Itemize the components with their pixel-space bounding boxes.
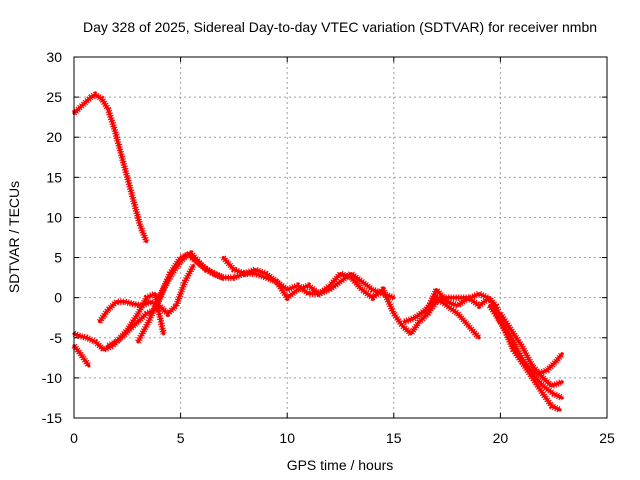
y-tick-label: -5 [50, 330, 63, 346]
chart-title: Day 328 of 2025, Sidereal Day-to-day VTE… [83, 19, 597, 35]
y-tick-label: 20 [46, 129, 62, 145]
y-axis-label: SDTVAR / TECUs [6, 181, 22, 293]
grid-layer [74, 57, 607, 418]
series-trace-f [136, 251, 204, 344]
y-tick-label: 0 [54, 290, 62, 306]
y-tick-label: 25 [46, 89, 62, 105]
series-trace-k [488, 304, 562, 412]
series-trace-l [498, 312, 564, 388]
series-trace-h [221, 256, 396, 300]
series-trace-i [402, 296, 481, 340]
series-trace-a [72, 93, 149, 244]
y-tick-label: 15 [46, 169, 62, 185]
series-layer [71, 91, 565, 413]
series-trace-j [424, 288, 564, 400]
x-tick-label: 5 [177, 430, 185, 446]
y-tick-label: 10 [46, 209, 62, 225]
x-tick-label: 10 [279, 430, 295, 446]
series-trace-g [189, 256, 564, 376]
y-tick-label: -15 [42, 410, 62, 426]
plot-frame [73, 56, 608, 419]
y-tick-label: 30 [46, 49, 62, 65]
y-tick-label: 5 [54, 250, 62, 266]
x-tick-label: 25 [599, 430, 615, 446]
x-tick-label: 15 [386, 430, 402, 446]
x-tick-label: 20 [493, 430, 509, 446]
tick-layer: 0 5 10 15 20 25 -15 -10 -5 0 5 10 15 20 25 30 [42, 49, 615, 446]
series-trace-c [72, 344, 91, 368]
x-tick-label: 0 [70, 430, 78, 446]
series-trace-e [106, 292, 166, 348]
x-axis-label: GPS time / hours [287, 457, 394, 473]
y-tick-label: -10 [42, 370, 62, 386]
